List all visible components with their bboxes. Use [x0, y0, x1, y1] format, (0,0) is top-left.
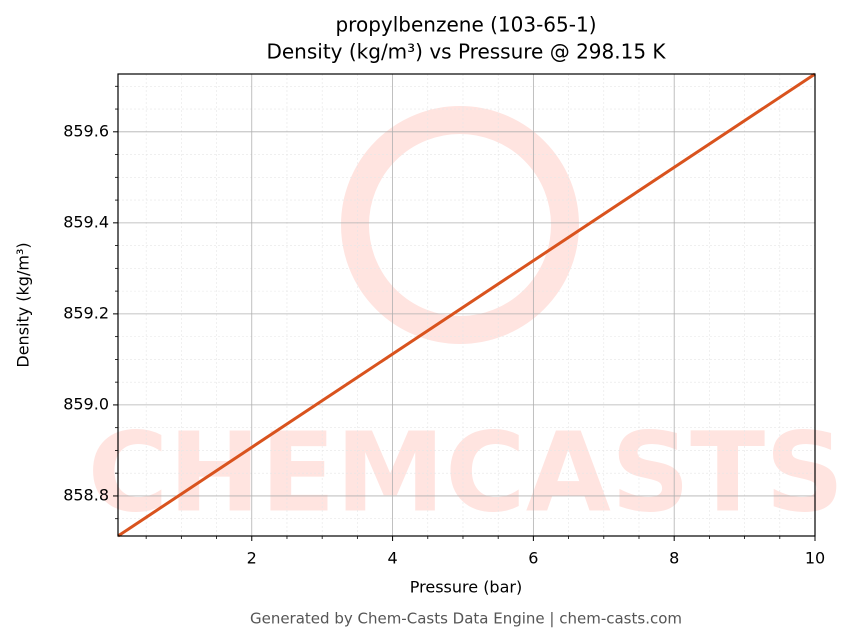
x-tick-label: 6 [528, 549, 538, 568]
watermark-logo [341, 106, 579, 344]
x-tick-label: 8 [669, 549, 679, 568]
chart-title: propylbenzene (103-65-1) [335, 13, 596, 37]
x-tick-label: 4 [387, 549, 397, 568]
x-axis-label: Pressure (bar) [410, 578, 522, 597]
y-tick-label: 859.0 [63, 394, 109, 413]
x-tick-label: 2 [247, 549, 257, 568]
x-tick-label: 10 [805, 549, 825, 568]
watermark: CHEMCASTS [88, 408, 843, 536]
chart-subtitle: Density (kg/m³) vs Pressure @ 298.15 K [266, 40, 666, 64]
footer: Generated by Chem-Casts Data Engine | ch… [250, 610, 682, 628]
y-axis-label: Density (kg/m³) [14, 242, 33, 367]
data-line [117, 72, 816, 538]
y-tick-label: 859.2 [63, 303, 109, 322]
y-tick-label: 858.8 [63, 485, 109, 504]
plot-frame [117, 73, 816, 537]
y-tick-label: 859.4 [63, 212, 109, 231]
y-tick-label: 859.6 [63, 121, 109, 140]
